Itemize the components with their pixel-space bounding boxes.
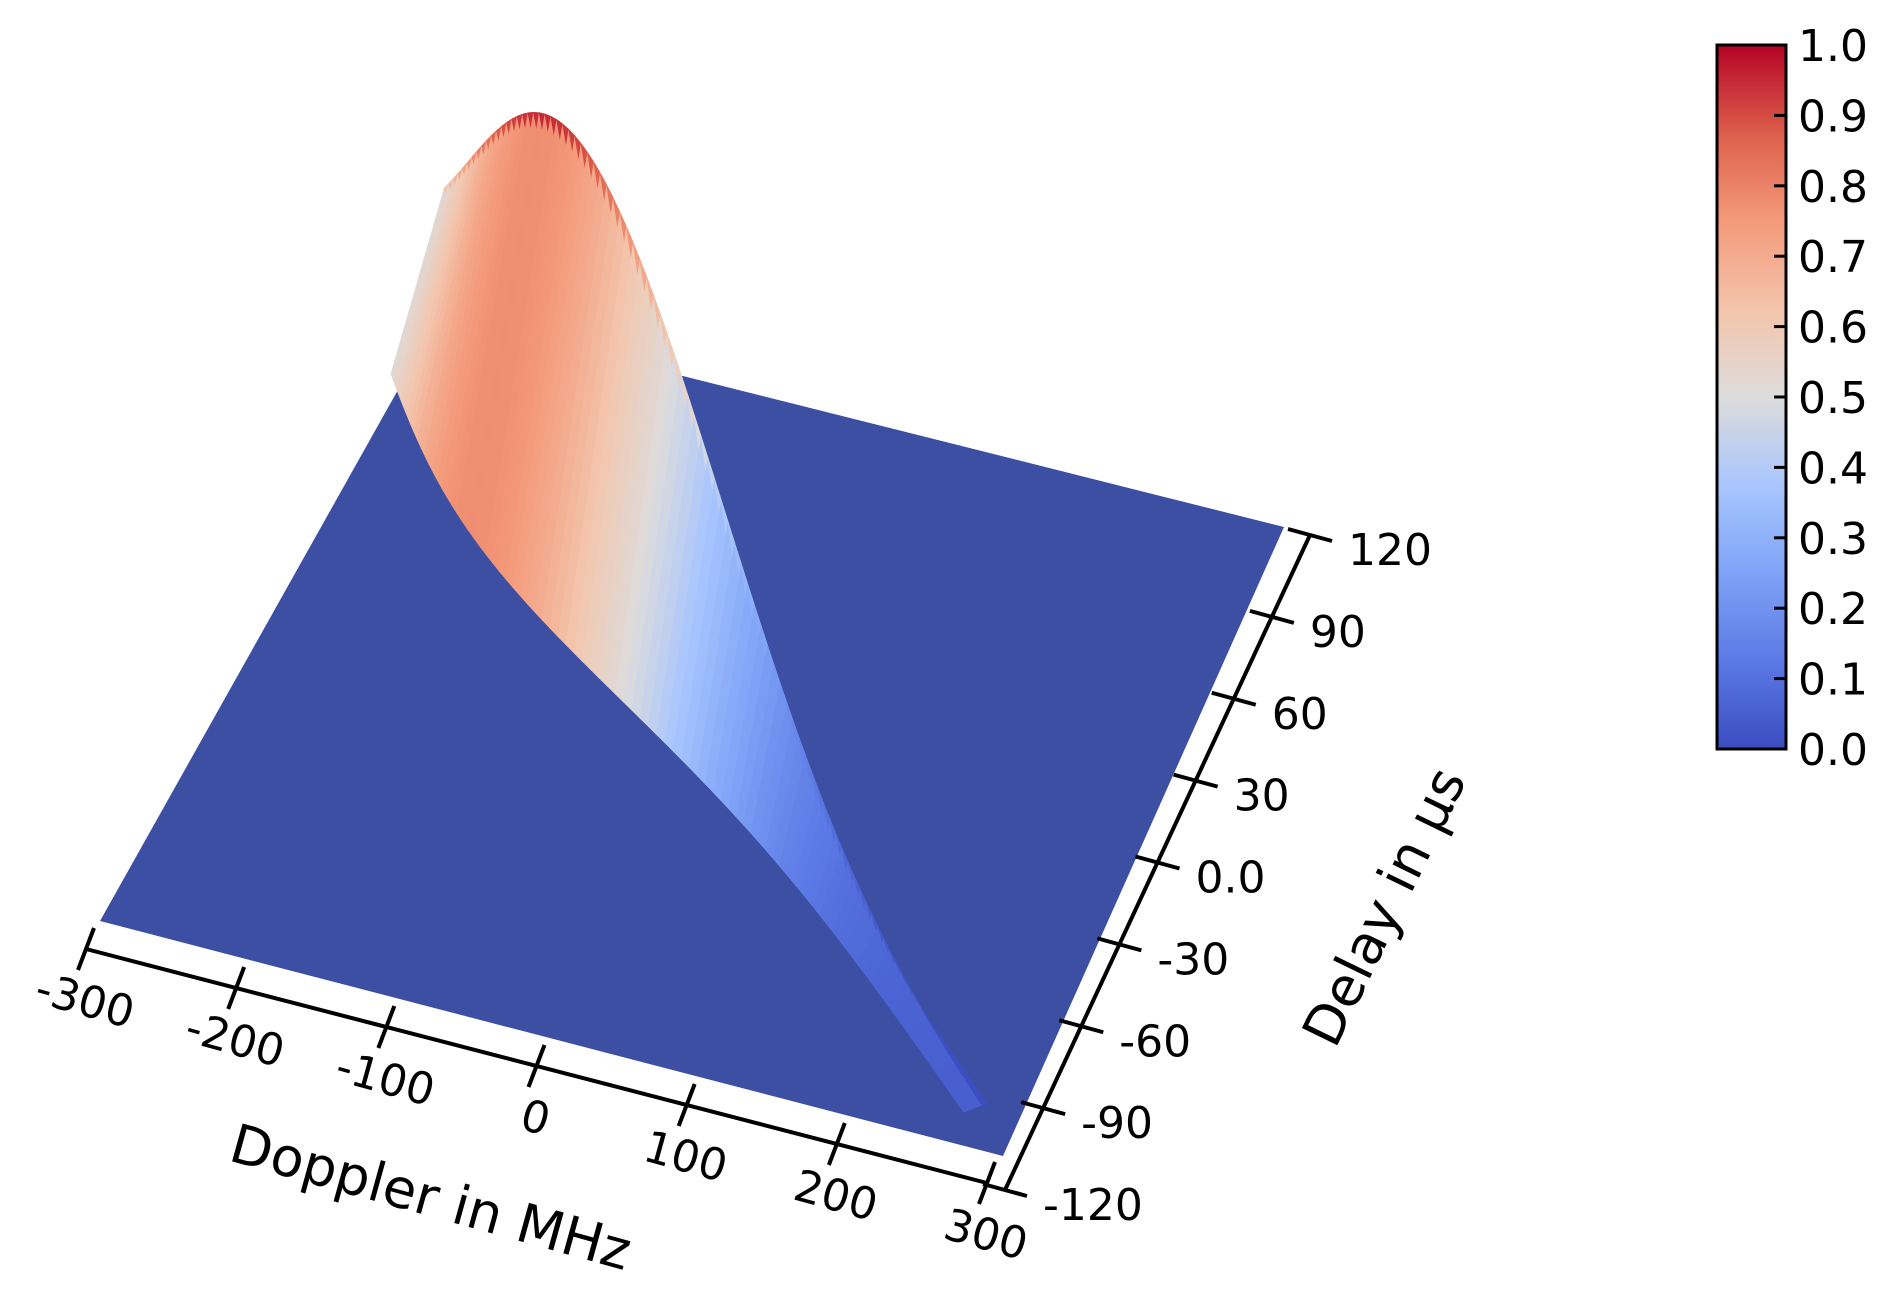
colorbar-tick-label: 0.7 [1798, 232, 1868, 283]
delay-tick-label: -120 [1043, 1180, 1143, 1231]
doppler-tick-mark [226, 966, 247, 1010]
doppler-tick-mark [376, 1005, 397, 1049]
colorbar-tick-label: 0.6 [1798, 303, 1868, 354]
colorbar-tick-label: 0.0 [1798, 725, 1868, 776]
doppler-tick-label: -100 [330, 1041, 440, 1117]
doppler-tick-label: 300 [939, 1199, 1034, 1271]
doppler-tick-mark [526, 1044, 547, 1088]
delay-tick-mark [1249, 608, 1295, 625]
delay-tick-label: 90 [1310, 607, 1366, 658]
delay-tick-mark [982, 1182, 1028, 1198]
colorbar-tick-label: 0.3 [1798, 514, 1868, 565]
delay-tick-mark [1058, 1018, 1104, 1035]
colorbar-tick-label: 1.0 [1798, 21, 1868, 72]
surface-strip-right [975, 1095, 990, 1107]
doppler-tick-mark [76, 927, 96, 971]
delay-tick-label: 60 [1272, 689, 1328, 740]
delay-tick-label: -60 [1119, 1016, 1191, 1067]
colorbar-tick-label: 0.9 [1798, 91, 1868, 142]
doppler-tick-label: 0 [515, 1090, 556, 1147]
delay-tick-label: -90 [1081, 1098, 1153, 1149]
doppler-tick-mark [826, 1122, 847, 1166]
colorbar-tick-label: 0.5 [1798, 373, 1868, 424]
delay-tick-label: 0.0 [1196, 853, 1266, 904]
colorbar-tick-label: 0.8 [1798, 162, 1868, 213]
delay-tick-mark [1020, 1100, 1066, 1117]
surface-ridge [390, 111, 990, 1113]
doppler-tick-label: 200 [788, 1160, 883, 1232]
doppler-axis-label: Doppler in MHz [224, 1112, 639, 1283]
delay-tick-label: 120 [1348, 525, 1432, 576]
colorbar: 0.0 0.1 0.2 0.3 0.4 0.5 0.6 0.7 0.8 0.9 1.0 [1715, 21, 1868, 776]
doppler-tick-mark [676, 1083, 697, 1127]
delay-tick-mark [1211, 690, 1257, 707]
delay-tick-mark [1096, 936, 1142, 953]
doppler-tick-label: -300 [30, 963, 140, 1039]
delay-tick-mark [1173, 772, 1219, 789]
doppler-tick-mark [977, 1161, 997, 1205]
delay-tick-mark [1287, 527, 1333, 543]
doppler-tick-label: -200 [180, 1002, 290, 1078]
delay-tick-label: 30 [1234, 771, 1290, 822]
colorbar-tick-label: 0.2 [1798, 584, 1868, 635]
doppler-tick-label: 100 [638, 1121, 733, 1193]
colorbar-tick-label: 0.4 [1798, 443, 1868, 494]
delay-tick-mark [1134, 854, 1181, 871]
delay-axis-label: Delay in μs [1290, 758, 1479, 1056]
delay-tick-label: -30 [1157, 934, 1229, 985]
colorbar-tick-label: 0.1 [1798, 655, 1868, 706]
